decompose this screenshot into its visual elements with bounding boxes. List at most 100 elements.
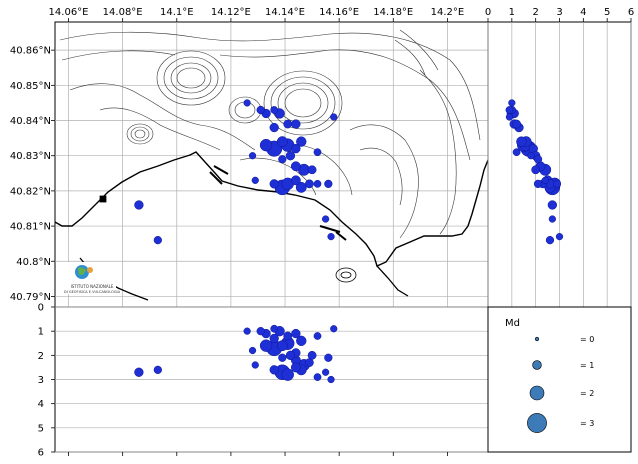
- depth-lon-marker: [276, 340, 288, 352]
- bottom-panel-events: [134, 324, 338, 384]
- epicenter-marker: [243, 99, 251, 107]
- bottom-depth-tick-label: 4: [38, 399, 44, 410]
- depth-lon-marker: [281, 368, 294, 381]
- depth-lon-marker: [285, 350, 296, 360]
- map-frame: [54, 21, 489, 308]
- depth-lon-marker: [134, 367, 144, 377]
- epicenter-marker: [285, 151, 296, 161]
- legend-label: = 3: [580, 419, 594, 428]
- coastline: [95, 151, 489, 267]
- epicenter-marker: [134, 200, 144, 210]
- legend-label: = 1: [580, 361, 594, 370]
- depth-lat-marker: [548, 215, 556, 223]
- legend-marker: [532, 360, 542, 370]
- epicenter-marker: [313, 148, 322, 157]
- legend-title: Md: [505, 318, 520, 329]
- lon-tick-label: 14.12°E: [211, 7, 251, 18]
- lon-tick-label: 14.18°E: [373, 7, 413, 18]
- depth-lat-marker: [545, 236, 555, 245]
- depth-lon-marker: [322, 368, 330, 376]
- epicenter-marker: [259, 138, 273, 152]
- epicenter-marker: [290, 161, 301, 172]
- depth-lon-marker: [270, 324, 279, 333]
- epicenter-marker: [291, 144, 301, 154]
- bottom-depth-tick-label: 2: [38, 351, 44, 362]
- right-panel-grid: [487, 18, 632, 307]
- depth-lon-marker: [291, 328, 301, 339]
- right-depth-tick-label: 4: [580, 7, 586, 18]
- epicenter-marker: [327, 233, 335, 241]
- bottom-depth-tick-label: 3: [38, 375, 44, 386]
- lon-tick-label: 14.16°E: [319, 7, 359, 18]
- epicenter-marker: [278, 155, 287, 164]
- lon-tick-label: 14.08°E: [103, 7, 143, 18]
- depth-lat-marker: [505, 113, 514, 121]
- lon-tick-labels: 14.06°E 14.08°E 14.1°E 14.12°E 14.14°E 14.16°…: [49, 7, 465, 18]
- depth-lon-marker: [330, 325, 338, 333]
- bottom-depth-tick-label: 1: [38, 327, 44, 338]
- epicenter-marker: [304, 179, 314, 189]
- logo-line-2: DI GEOFISICA E VULCANOLOGIA: [64, 290, 121, 294]
- legend-items: = 0 = 1 = 2 = 3: [527, 335, 594, 433]
- lat-tick-label: 40.86°N: [10, 46, 51, 57]
- epicenter-marker: [322, 215, 330, 223]
- legend-marker: [534, 336, 540, 342]
- depth-lon-marker: [313, 373, 322, 381]
- right-depth-tick-labels: 0 1 2 3 4 5 6: [485, 7, 634, 18]
- logo-line-1: ISTITUTO NAZIONALE: [71, 284, 114, 289]
- lon-tick-label: 14.06°E: [49, 7, 89, 18]
- depth-lon-marker: [327, 375, 335, 384]
- epicenter-marker: [283, 119, 293, 129]
- bottom-depth-tick-label: 6: [38, 448, 44, 459]
- epicenter-marker: [324, 179, 333, 188]
- epicenter-marker: [307, 165, 317, 175]
- depth-lat-marker: [516, 136, 527, 147]
- depth-lon-marker: [153, 365, 162, 374]
- depth-lat-marker: [531, 165, 541, 175]
- lat-tick-label: 40.85°N: [10, 81, 51, 92]
- depth-lat-marker: [505, 106, 514, 114]
- depth-lat-marker: [533, 155, 543, 164]
- lat-tick-label: 40.79°N: [10, 292, 51, 303]
- pier: [209, 165, 347, 241]
- epicenter-marker: [153, 236, 162, 245]
- depth-lon-marker: [313, 332, 322, 340]
- depth-lon-marker: [251, 361, 259, 369]
- right-depth-tick-label: 3: [556, 7, 562, 18]
- right-depth-tick-label: 0: [485, 7, 491, 18]
- lat-tick-label: 40.84°N: [10, 116, 51, 127]
- topographic-contours: [59, 29, 481, 239]
- lat-tick-labels: 40.86°N 40.85°N 40.84°N 40.83°N 40.82°N 40.81…: [10, 46, 51, 303]
- legend-marker: [527, 413, 547, 433]
- epicenter-marker: [291, 119, 301, 129]
- depth-lat-marker: [512, 148, 521, 157]
- lon-tick-label: 14.14°E: [265, 7, 305, 18]
- depth-lat-marker: [512, 119, 521, 129]
- legend-marker: [529, 385, 545, 401]
- legend-label: = 0: [580, 335, 594, 344]
- ingv-logo: ISTITUTO NAZIONALE DI GEOFISICA E VULCAN…: [64, 262, 121, 294]
- depth-lat-marker: [553, 179, 561, 188]
- depth-lat-marker: [508, 99, 516, 107]
- depth-panel-right: 0 1 2 3 4 5 6: [485, 7, 634, 308]
- epicenter-marker: [269, 179, 279, 189]
- epicenter-marker: [251, 176, 259, 184]
- depth-lon-marker: [243, 327, 251, 335]
- lat-tick-label: 40.8°N: [16, 257, 51, 268]
- harbor-features: [99, 195, 357, 283]
- bottom-depth-tick-label: 5: [38, 423, 44, 434]
- epicenter-marker: [330, 113, 338, 121]
- depth-lon-marker: [290, 362, 301, 373]
- depth-lon-marker: [269, 365, 279, 375]
- magnitude-legend: Md = 0 = 1 = 2 = 3: [487, 306, 632, 453]
- right-depth-tick-label: 1: [509, 7, 515, 18]
- legend-label: = 2: [580, 389, 594, 398]
- lon-tick-label: 14.2°E: [431, 7, 465, 18]
- depth-lon-marker: [269, 333, 279, 344]
- coastline-west: [54, 203, 97, 227]
- depth-panel-bottom: 0 1 2 3 4 5 6: [38, 303, 489, 459]
- lon-tick-label: 14.1°E: [160, 7, 194, 18]
- depth-lon-marker: [278, 353, 287, 362]
- bottom-depth-tick-labels: 0 1 2 3 4 5 6: [38, 303, 44, 459]
